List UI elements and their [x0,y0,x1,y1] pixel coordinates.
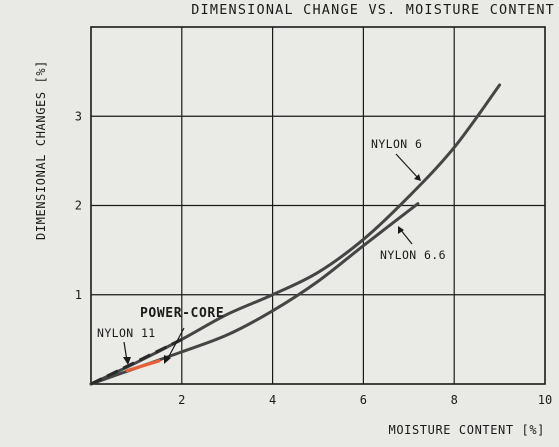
y-tick-label: 2 [75,199,82,213]
grid [91,27,545,384]
series-group [89,83,502,386]
arrow-nylon-6-6 [399,228,413,245]
arrow-power-core [166,327,185,361]
x-tick-label: 8 [451,393,458,407]
series-label-power-core: POWER-CORE [140,306,224,321]
x-tick-label: 4 [269,393,276,407]
x-axis-label: MOISTURE CONTENT [%] [389,423,546,437]
x-tick-label: 10 [538,393,552,407]
y-axis-label: DIMENSIONAL CHANGES [%] [34,60,48,240]
arrow-head-power-core [164,355,171,364]
arrow-head-nylon-6 [414,174,421,181]
x-tick-label: 6 [360,393,367,407]
chart-title: DIMENSIONAL CHANGE VS. MOISTURE CONTENT [191,2,555,18]
x-tick-label: 2 [178,393,185,407]
series-label-nylon-6: NYLON 6 [371,137,422,151]
y-tick-label: 3 [75,109,82,123]
y-tick-label: 1 [75,288,82,302]
series-label-nylon-11: NYLON 11 [97,326,156,340]
series-line-power-core [125,359,161,373]
arrow-nylon-6 [395,153,420,180]
series-label-nylon-6-6: NYLON 6.6 [380,248,446,262]
arrow-head-nylon-6-6 [398,226,404,234]
arrow-head-nylon-11 [123,357,131,365]
series-line-nylon-11 [90,338,183,386]
